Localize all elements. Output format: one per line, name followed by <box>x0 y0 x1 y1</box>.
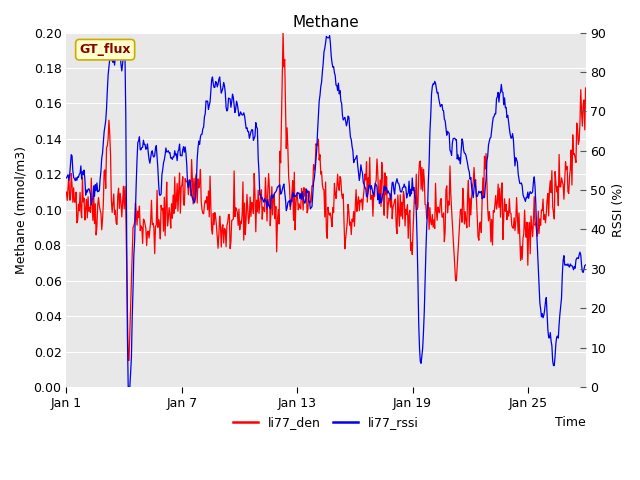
li77_rssi <box>63 175 70 181</box>
Line: li77_rssi: li77_rssi <box>67 36 586 387</box>
li77_rssi <box>324 35 332 41</box>
Text: GT_flux: GT_flux <box>79 43 131 56</box>
li77_den <box>534 233 541 239</box>
li77_den <box>515 231 522 237</box>
li77_rssi <box>515 171 522 177</box>
li77_den <box>124 358 132 363</box>
X-axis label: Time: Time <box>555 416 586 429</box>
Line: li77_den: li77_den <box>67 33 586 360</box>
Title: Methane: Methane <box>292 15 360 30</box>
Y-axis label: RSSI (%): RSSI (%) <box>612 183 625 237</box>
li77_den <box>325 211 333 216</box>
li77_den <box>253 209 261 215</box>
li77_den <box>582 85 589 91</box>
li77_rssi <box>210 84 218 90</box>
li77_rssi <box>124 384 132 390</box>
li77_rssi <box>534 247 541 253</box>
li77_den <box>210 222 218 228</box>
li77_rssi <box>253 126 261 132</box>
li77_rssi <box>582 262 589 268</box>
li77_den <box>63 189 70 195</box>
li77_den <box>279 30 287 36</box>
li77_rssi <box>156 192 164 198</box>
Legend: li77_den, li77_rssi: li77_den, li77_rssi <box>228 411 424 434</box>
li77_rssi <box>326 33 333 38</box>
li77_den <box>156 236 164 242</box>
Y-axis label: Methane (mmol/m3): Methane (mmol/m3) <box>15 146 28 274</box>
